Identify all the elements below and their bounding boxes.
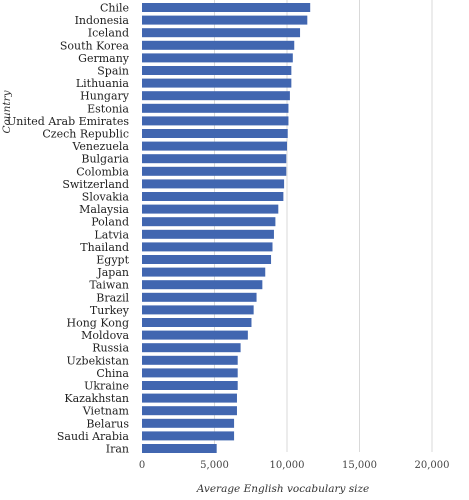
category-label: Vietnam: [82, 405, 130, 418]
bar: [142, 393, 237, 403]
bar: [142, 255, 272, 264]
bar: [142, 3, 311, 12]
bar: [142, 431, 235, 441]
bar: [142, 91, 290, 101]
category-label: Moldova: [81, 329, 129, 342]
x-tick-label: 10,000: [270, 460, 305, 471]
bar: [142, 355, 238, 365]
category-label: Hungary: [80, 90, 130, 103]
bar: [142, 78, 292, 88]
bar: [142, 318, 252, 327]
bar: [142, 444, 217, 453]
category-label: Czech Republic: [42, 128, 129, 141]
category-label: Saudi Arabia: [57, 430, 130, 443]
bar: [142, 141, 287, 151]
x-tick-label: 15,000: [342, 460, 377, 471]
bar: [142, 116, 289, 126]
category-label: Latvia: [94, 228, 129, 241]
bar: [142, 242, 273, 252]
bar: [142, 229, 274, 239]
bar: [142, 406, 237, 416]
bar: [142, 204, 279, 214]
category-label: Hong Kong: [66, 317, 129, 330]
x-tick-labels: 0 5,000 10,000 15,000 20,000: [139, 460, 450, 471]
category-label: Turkey: [90, 304, 130, 317]
bar: [142, 418, 235, 428]
category-label: South Korea: [60, 39, 130, 52]
bar: [142, 305, 254, 315]
category-label: Venezuela: [71, 140, 129, 153]
category-label: Chile: [100, 2, 129, 15]
category-label: Slovakia: [82, 191, 130, 204]
x-axis-title: Average English vocabulary size: [196, 483, 370, 495]
bar: [142, 154, 287, 164]
category-label: Uzbekistan: [66, 354, 129, 367]
bar: [142, 53, 293, 63]
category-label: Egypt: [96, 254, 129, 267]
bar: [142, 179, 285, 189]
category-label: China: [96, 367, 129, 380]
bar: [142, 28, 301, 38]
category-label: Japan: [96, 266, 129, 279]
category-label: Russia: [92, 342, 129, 355]
category-label: Poland: [91, 216, 129, 229]
y-axis-title: Country: [1, 89, 13, 133]
bar: [142, 192, 284, 201]
bar: [142, 330, 248, 340]
category-label: Spain: [97, 65, 129, 78]
bar: [142, 103, 289, 113]
bar: [142, 40, 295, 50]
bars: [142, 3, 311, 453]
category-label: Iceland: [88, 27, 129, 40]
category-label: Taiwan: [89, 279, 129, 292]
category-label: United Arab Emirates: [7, 115, 129, 128]
category-label: Kazakhstan: [64, 392, 129, 405]
bar: [142, 66, 292, 75]
x-tick-label: 20,000: [415, 460, 450, 471]
bar: [142, 343, 241, 353]
bar: [142, 166, 287, 176]
bar: [142, 381, 238, 390]
bar: [142, 280, 263, 290]
category-label: Lithuania: [76, 77, 130, 90]
bar: [142, 15, 308, 25]
category-label: Iran: [106, 443, 129, 456]
x-tick-label: 0: [139, 460, 145, 471]
category-label: Switzerland: [62, 178, 129, 191]
category-label: Colombia: [76, 165, 129, 178]
bar: [142, 368, 238, 378]
category-label: Belarus: [86, 417, 129, 430]
category-label: Germany: [78, 52, 130, 65]
bar: [142, 217, 276, 227]
bar: [142, 267, 266, 277]
bar: [142, 129, 288, 138]
category-label: Indonesia: [75, 14, 130, 27]
x-tick-label: 5,000: [200, 460, 229, 471]
bar: [142, 292, 257, 302]
category-label: Malaysia: [79, 203, 129, 216]
category-label: Estonia: [87, 102, 129, 115]
category-label: Brazil: [96, 291, 129, 304]
category-label: Ukraine: [84, 380, 129, 393]
category-label: Thailand: [80, 241, 129, 254]
category-label: Bulgaria: [81, 153, 129, 166]
